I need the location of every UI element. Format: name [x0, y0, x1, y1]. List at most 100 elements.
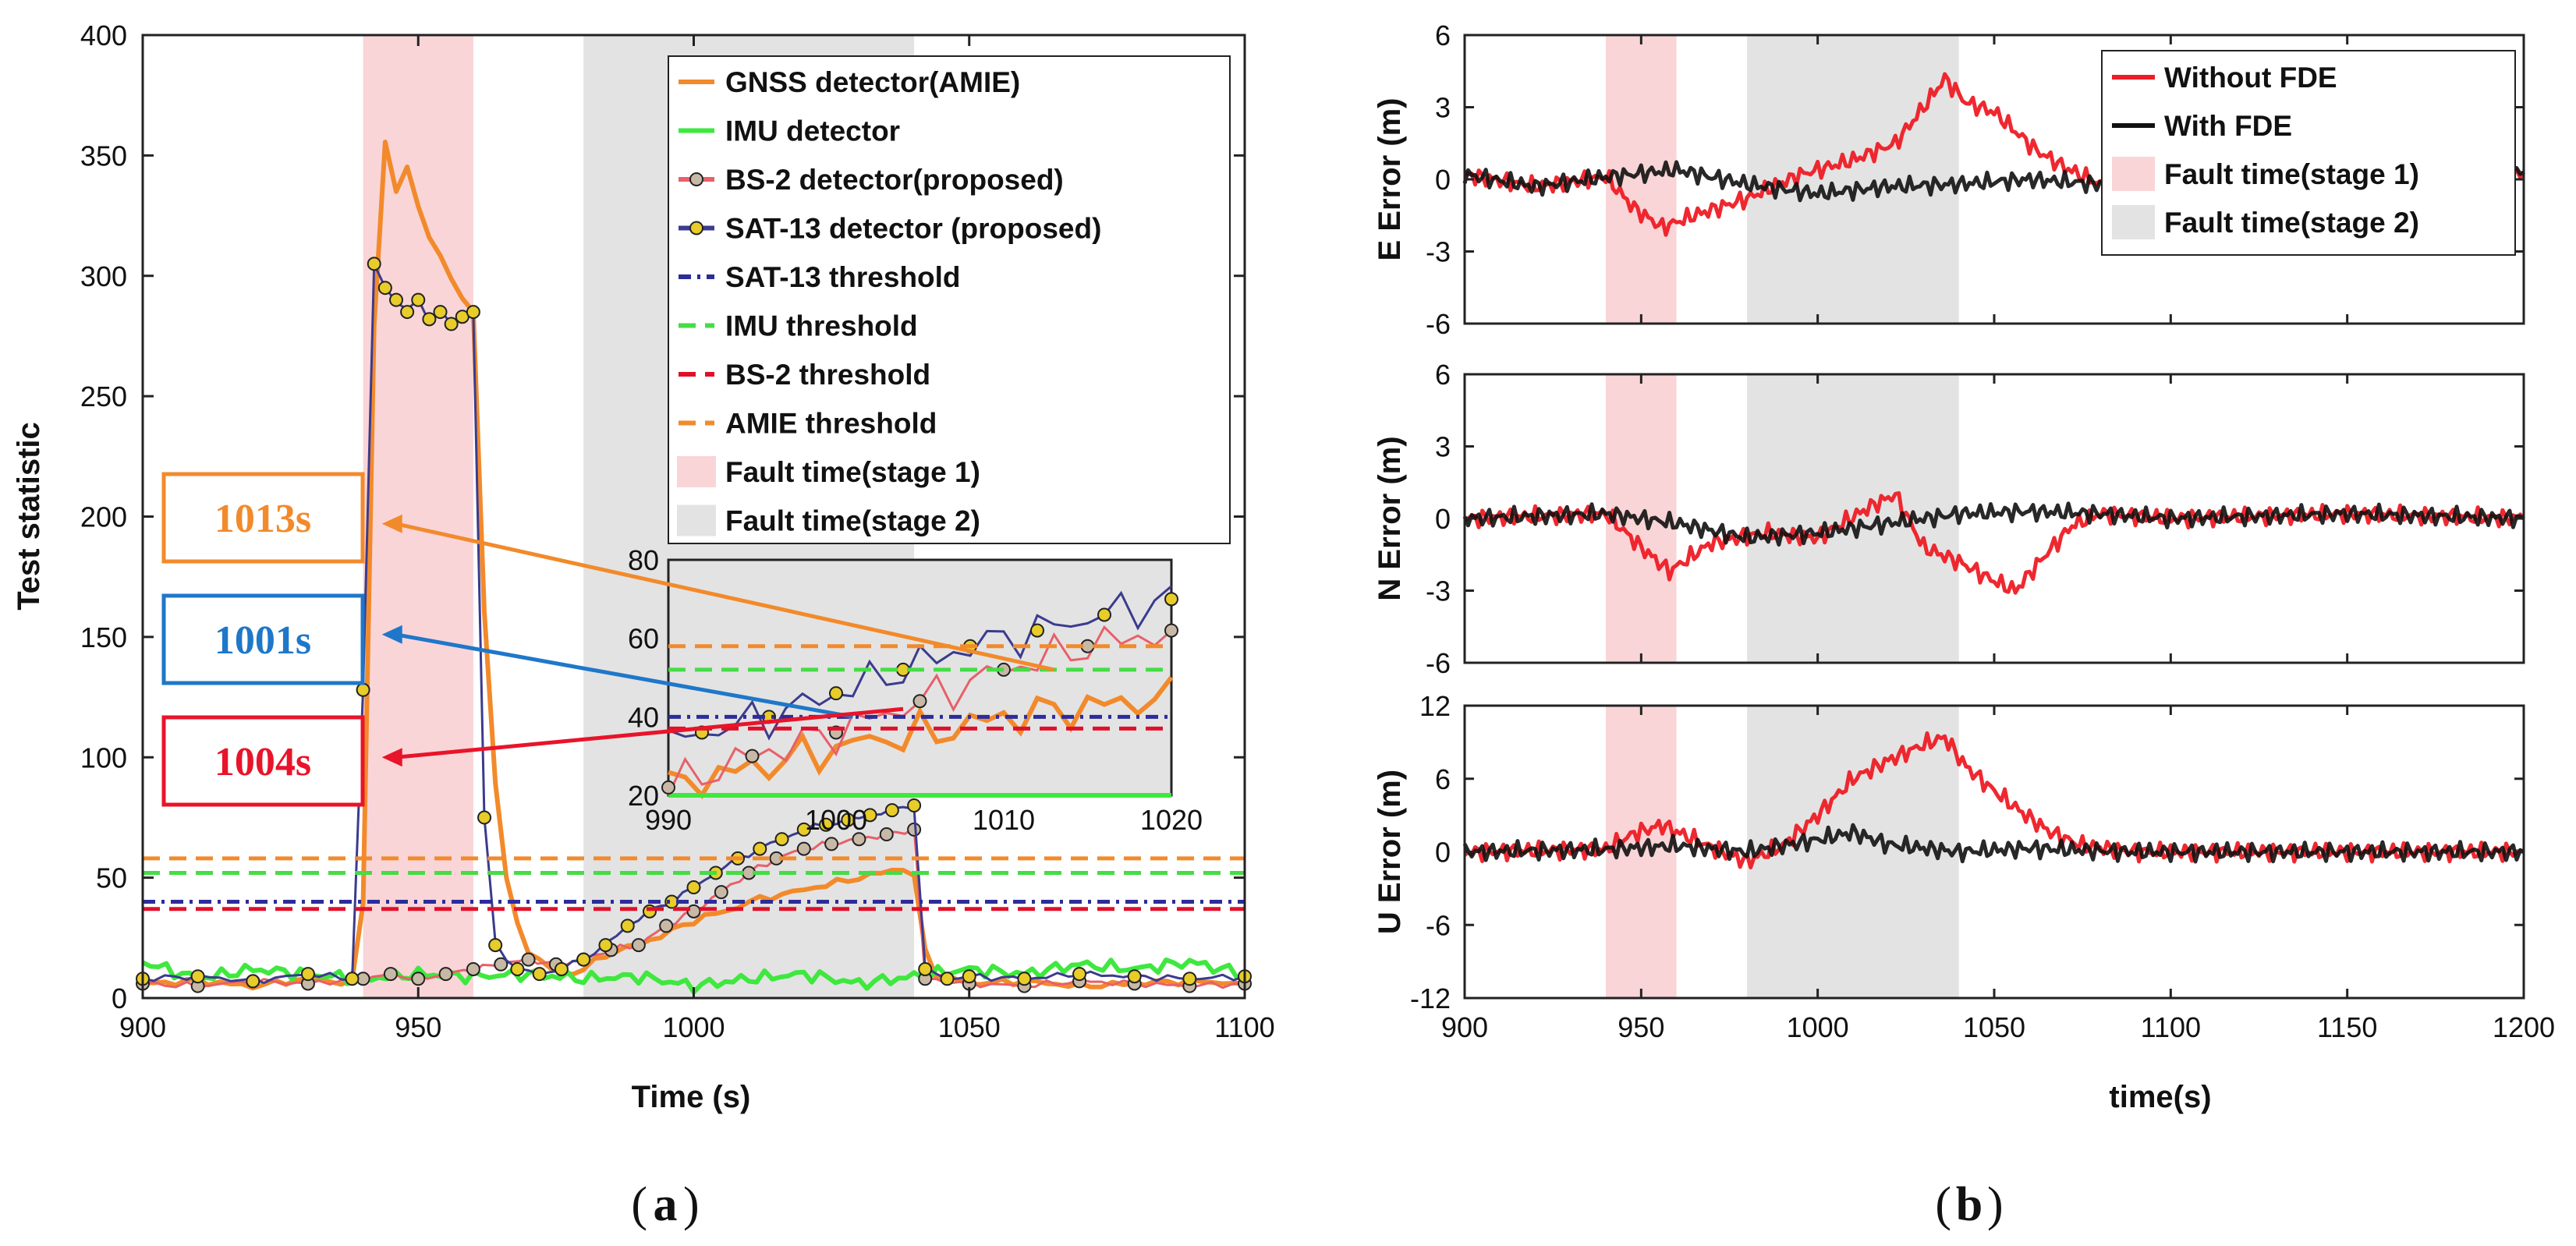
panel-a-callout-arrowhead-3 — [381, 748, 402, 767]
panel-b-subplot-1-y-tick-label-3: 0 — [1435, 164, 1451, 196]
panel-a-x-tick-label-3: 1000 — [662, 1011, 725, 1043]
panel-a-series-3-point-21 — [796, 841, 811, 856]
panel-a-series-3-point-22 — [824, 837, 839, 851]
panel-a-series-4-point-9 — [388, 292, 403, 307]
panel-a-series-4-point-32 — [796, 822, 811, 837]
panel-b-legend-entry-4: Fault time(stage 2) — [2112, 205, 2419, 239]
panel-a-legend-entry-3: BS-2 detector(proposed) — [679, 164, 1064, 196]
caption-a-letter: a — [654, 1178, 678, 1231]
panel-a-legend-label-9: Fault time(stage 1) — [725, 456, 980, 488]
svg-text:(: ( — [1935, 1178, 1951, 1231]
panel-a-inset-series-3-point-7 — [1164, 623, 1178, 638]
panel-a-series-4-point-40 — [962, 969, 976, 984]
panel-a-series-4-point-33 — [819, 817, 834, 832]
panel-b-subplot-1-y-axis-label: E Error (m) — [1373, 98, 1407, 261]
panel-b-subplot-1: -6 -3 0 3 6 E Error (m) — [1373, 19, 2526, 340]
panel-a-y-tick-label-4: 150 — [80, 621, 127, 653]
panel-a-y-tick-label-2: 50 — [96, 862, 127, 894]
panel-a-y-tick-label-7: 300 — [80, 260, 127, 292]
panel-a-legend-label-4: SAT-13 detector (proposed) — [725, 213, 1101, 245]
panel-a-series-4-point-4 — [300, 967, 315, 982]
panel-b-legend-swatch-3 — [2112, 157, 2155, 191]
panel-a-inset-series-4-point-6 — [1030, 623, 1044, 638]
panel-a-series-4-point-13 — [433, 305, 448, 320]
panel-a-series-3-point-18 — [714, 885, 728, 900]
panel-a-series-4-point-34 — [841, 812, 856, 827]
panel-a-legend-entry-10: Fault time(stage 2) — [677, 504, 980, 537]
panel-a-series-4-point-25 — [642, 904, 657, 919]
panel-b-subplot-3-y-tick-label-5: 12 — [1419, 690, 1451, 722]
panel-a-callout-text-2: 1001s — [214, 618, 311, 663]
panel-b-subplot-1-y-tick-label-1: -6 — [1426, 308, 1451, 340]
panel-a-series-4-point-24 — [620, 919, 635, 933]
panel-a-inset-x-tick-label-3: 1010 — [973, 804, 1035, 836]
panel-a-series-4-point-19 — [510, 961, 525, 976]
panel-b-subplot-2-y-tick-label-5: 6 — [1435, 359, 1451, 391]
panel-a-legend-label-1: GNSS detector(AMIE) — [725, 66, 1020, 98]
panel-b-subplot-2-y-axis-label: N Error (m) — [1373, 436, 1407, 600]
panel-a-x-tick-label-1: 900 — [119, 1011, 166, 1043]
panel-b-x-tick-label-1: 900 — [1441, 1011, 1488, 1043]
panel-a-y-axis-label: Test statistic — [12, 422, 46, 611]
panel-a-series-4-point-38 — [918, 961, 933, 976]
panel-a-y-tick-label-8: 350 — [80, 140, 127, 172]
panel-a-legend-entry-8: AMIE threshold — [679, 408, 937, 440]
panel-b-x-tick-label-3: 1000 — [1787, 1011, 1849, 1043]
panel-b-legend-entry-1: Without FDE — [2112, 62, 2337, 94]
panel-b-subplot-2: -6 -3 0 3 6 N Error (m) — [1373, 359, 2525, 679]
panel-a-series-4-point-35 — [863, 808, 877, 823]
panel-a-legend-label-2: IMU detector — [725, 115, 900, 147]
panel-a-series-4-point-3 — [246, 974, 260, 989]
panel-a-legend-swatch-10 — [677, 504, 716, 536]
panel-b-legend-label-4: Fault time(stage 2) — [2164, 207, 2419, 239]
panel-b-subplot-1-y-tick-label-2: -3 — [1426, 236, 1451, 268]
panel-a-series-4-point-2 — [190, 969, 205, 984]
panel-a-series-3-point-6 — [383, 967, 398, 982]
panel-a-y-tick-label-5: 200 — [80, 501, 127, 533]
panel-a-inset-x-tick-label-2: 1000 — [805, 804, 867, 836]
caption-b-letter: b — [1956, 1178, 1982, 1231]
panel-a-x-axis-label: Time (s) — [632, 1080, 751, 1114]
panel-a-callout-arrowhead-1 — [381, 514, 402, 533]
panel-a-series-3-point-24 — [879, 827, 894, 842]
panel-b-subplot-2-y-tick-label-3: 0 — [1435, 503, 1451, 535]
panel-a-legend-entry-2: IMU detector — [679, 115, 900, 147]
panel-a-inset-series-3-markers — [661, 623, 1178, 795]
panel-a-x-tick-label-2: 950 — [395, 1011, 441, 1043]
panel-a-series-4-point-21 — [554, 961, 569, 976]
panel-a-series-3-point-17 — [686, 904, 701, 919]
panel-b-subplot-2-series-2-line — [1462, 501, 2525, 547]
panel-a-legend-label-8: AMIE threshold — [725, 408, 937, 440]
panel-a-series-4-point-30 — [753, 841, 767, 856]
panel-b-subplot-3-series-1-line — [1463, 731, 2525, 869]
panel-a-series-4-point-18 — [488, 938, 503, 953]
panel-a-series-4-point-16 — [466, 305, 480, 320]
panel-a-callout-text-3: 1004s — [214, 740, 311, 784]
panel-b-subplot-3-y-tick-label-1: -12 — [1410, 982, 1451, 1014]
panel-a-inset-series-3-point-1 — [661, 780, 675, 795]
panel-a-inset-y-tick-label-3: 60 — [628, 623, 659, 655]
panel-b-x-tick-label-4: 1050 — [1963, 1011, 2025, 1043]
svg-text:): ) — [1987, 1178, 2004, 1231]
panel-a-series-4-point-6 — [356, 682, 370, 697]
panel-a-legend-marker-3 — [689, 172, 703, 186]
panel-b-subplot-3-y-tick-label-3: 0 — [1435, 837, 1451, 869]
panel-b-subplot-2-y-tick-label-1: -6 — [1426, 647, 1451, 679]
panel-a-legend-entry-5: SAT-13 threshold — [679, 261, 961, 293]
panel-a-y-tick-label-6: 250 — [80, 381, 127, 412]
panel-b-legend-entry-3: Fault time(stage 1) — [2112, 157, 2419, 191]
panel-a-callout-box-1 — [161, 472, 365, 564]
panel-a-legend-entry-9: Fault time(stage 1) — [677, 456, 980, 488]
panel-a-series-3-point-8 — [438, 967, 453, 982]
panel-a-series-4-point-11 — [411, 292, 426, 307]
panel-a-y-tick-label-9: 400 — [80, 19, 127, 51]
panel-b-subplot-1-shaded-region-2 — [1747, 35, 1959, 324]
panel-a-legend-entry-6: IMU threshold — [679, 310, 918, 342]
panel-b-legend-label-1: Without FDE — [2164, 62, 2337, 94]
panel-a-series-4-point-31 — [774, 832, 789, 847]
panel-b-subplot-3-y-tick-label-2: -6 — [1426, 909, 1451, 941]
panel-a-callout-arrow-3 — [395, 706, 904, 759]
panel-b-subplot-3: -12 -6 0 6 12 U Error (m) — [1373, 690, 2525, 1014]
panel-b-subplot-3-y-tick-label-4: 6 — [1435, 763, 1451, 795]
